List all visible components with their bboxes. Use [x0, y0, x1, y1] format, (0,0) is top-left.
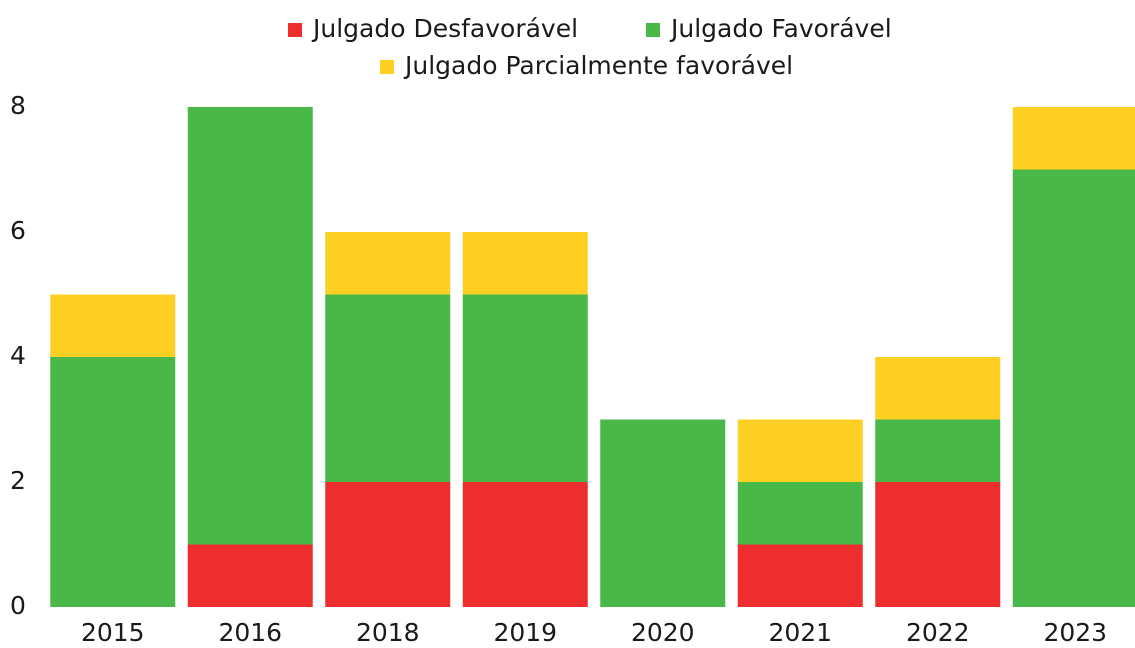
legend-swatch	[380, 60, 394, 74]
bar-segment	[600, 419, 726, 607]
bar-segment	[462, 482, 588, 607]
bar-segment	[462, 294, 588, 482]
bar-segment	[187, 107, 313, 545]
bar-segment	[325, 232, 451, 295]
bar-segment	[325, 482, 451, 607]
bar-segment	[875, 482, 1001, 607]
bar-segment	[50, 357, 176, 607]
bar-segment	[737, 544, 863, 607]
bar-segment	[875, 419, 1001, 482]
bar-segment	[1012, 169, 1135, 607]
legend-label: Julgado Favorável	[669, 14, 892, 43]
x-tick-label: 2016	[218, 618, 282, 647]
y-tick-label: 0	[10, 591, 26, 620]
legend-swatch	[288, 23, 302, 37]
bar-segment	[875, 357, 1001, 420]
bar-segment	[1012, 107, 1135, 170]
x-tick-label: 2022	[906, 618, 970, 647]
legend-swatch	[646, 23, 660, 37]
y-tick-label: 2	[10, 466, 26, 495]
x-tick-label: 2019	[493, 618, 557, 647]
x-tick-label: 2020	[631, 618, 695, 647]
x-tick-label: 2015	[81, 618, 145, 647]
bar-segment	[325, 294, 451, 482]
y-tick-label: 4	[10, 341, 26, 370]
x-tick-label: 2021	[768, 618, 832, 647]
x-tick-label: 2023	[1043, 618, 1107, 647]
legend-label: Julgado Parcialmente favorável	[403, 51, 793, 80]
bar-segment	[737, 419, 863, 482]
bar-segment	[737, 482, 863, 545]
legend-label: Julgado Desfavorável	[311, 14, 578, 43]
x-tick-label: 2018	[356, 618, 420, 647]
bar-segment	[50, 294, 176, 357]
bar-segment	[187, 544, 313, 607]
bar-segment	[462, 232, 588, 295]
y-tick-label: 6	[10, 216, 26, 245]
y-tick-label: 8	[10, 91, 26, 120]
